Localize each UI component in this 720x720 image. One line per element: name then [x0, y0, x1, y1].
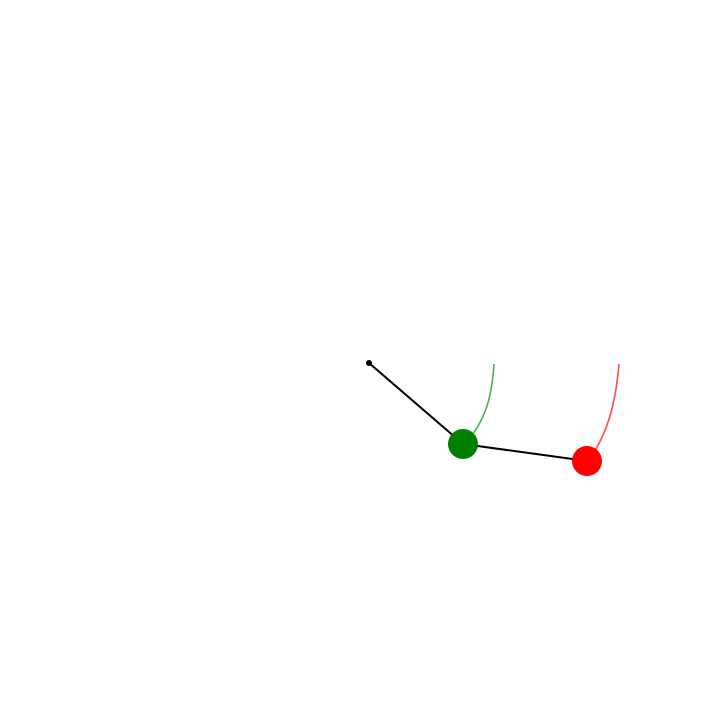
upper-bob[interactable] [448, 429, 478, 459]
pivot-point [366, 360, 372, 366]
lower-bob[interactable] [572, 446, 602, 476]
lower-rod [462, 443, 588, 462]
upper-rod [368, 362, 464, 445]
